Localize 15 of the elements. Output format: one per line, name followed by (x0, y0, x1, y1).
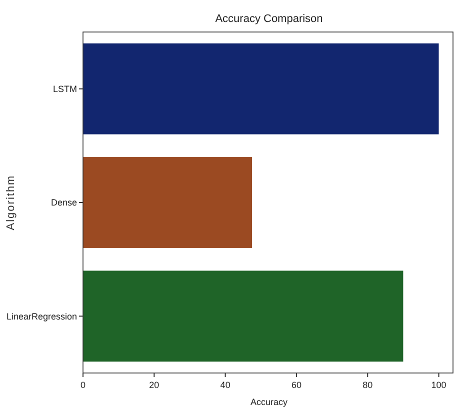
x-tick-label: 40 (220, 380, 230, 390)
bar (83, 43, 439, 134)
chart-title: Accuracy Comparison (215, 13, 323, 25)
y-tick-label: LSTM (52, 84, 77, 94)
bar (83, 157, 252, 248)
y-tick-label: LinearRegression (6, 311, 77, 322)
y-tick-label: Dense (50, 198, 77, 208)
x-tick-label: 0 (80, 380, 86, 390)
x-tick-label: 60 (291, 380, 302, 390)
x-axis-title: Accuracy (250, 397, 288, 407)
x-tick-label: 80 (362, 380, 373, 390)
y-axis-title: Algorithm (5, 174, 17, 230)
bar (83, 270, 404, 362)
x-tick-label: 20 (149, 380, 160, 390)
x-tick-label: 100 (431, 380, 446, 390)
